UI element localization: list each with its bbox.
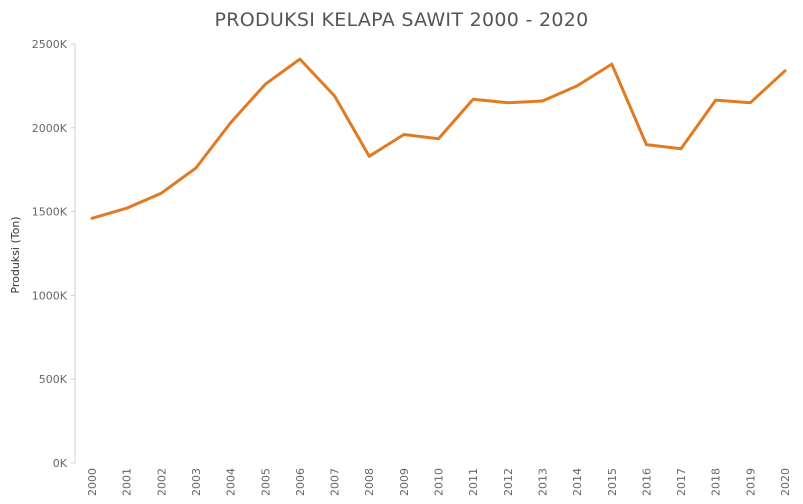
data-point[interactable]	[225, 117, 237, 129]
data-point[interactable]	[329, 90, 341, 102]
x-tick-label: 2018	[710, 468, 723, 496]
data-point[interactable]	[398, 129, 410, 141]
y-tick-label: 1500K	[32, 206, 68, 219]
x-tick-label: 2020	[779, 468, 792, 496]
x-tick-label: 2012	[502, 468, 515, 496]
data-point[interactable]	[155, 187, 167, 199]
y-tick-label: 2000K	[32, 122, 68, 135]
data-point[interactable]	[640, 139, 652, 151]
y-axis-title: Produksi (Ton)	[9, 216, 22, 293]
x-tick-label: 2005	[259, 468, 272, 496]
x-tick-label: 2010	[433, 468, 446, 496]
chart-title: PRODUKSI KELAPA SAWIT 2000 - 2020	[214, 9, 589, 31]
data-point[interactable]	[779, 65, 791, 77]
data-point[interactable]	[606, 58, 618, 70]
x-tick-label: 2013	[536, 468, 549, 496]
x-tick-label: 2007	[329, 468, 342, 496]
x-axis: 2000 2001 2002 2003 2004 2005 2006 2007 2008 2009…	[86, 468, 792, 496]
data-point[interactable]	[121, 202, 133, 214]
x-tick-label: 2011	[467, 468, 480, 496]
data-point[interactable]	[536, 95, 548, 107]
data-point[interactable]	[86, 212, 98, 224]
series-line	[90, 57, 787, 220]
x-tick-label: 2006	[294, 468, 307, 496]
x-tick-label: 2014	[571, 468, 584, 496]
x-tick-label: 2002	[155, 468, 168, 496]
x-tick-label: 2017	[675, 468, 688, 496]
y-tick-label: 1000K	[32, 289, 68, 302]
data-point[interactable]	[571, 80, 583, 92]
data-point[interactable]	[744, 97, 756, 109]
series-group	[86, 53, 791, 224]
data-point[interactable]	[363, 150, 375, 162]
x-tick-label: 2003	[190, 468, 203, 496]
x-tick-label: 2001	[121, 468, 134, 496]
x-tick-label: 2016	[640, 468, 653, 496]
x-tick-label: 2004	[225, 468, 238, 496]
data-point[interactable]	[190, 162, 202, 174]
data-point[interactable]	[294, 53, 306, 65]
data-point[interactable]	[467, 93, 479, 105]
x-tick-label: 2008	[363, 468, 376, 496]
data-point[interactable]	[502, 97, 514, 109]
y-tick-label: 500K	[39, 373, 68, 386]
data-point[interactable]	[675, 143, 687, 155]
x-tick-label: 2019	[744, 468, 757, 496]
y-axis: 0K 500K 1000K 1500K 2000K 2500K	[32, 38, 76, 470]
x-tick-label: 2015	[606, 468, 619, 496]
y-tick-label: 0K	[53, 457, 68, 470]
data-point[interactable]	[710, 94, 722, 106]
data-point[interactable]	[259, 78, 271, 90]
y-tick-label: 2500K	[32, 38, 68, 51]
data-point[interactable]	[433, 133, 445, 145]
x-tick-label: 2009	[398, 468, 411, 496]
x-tick-label: 2000	[86, 468, 99, 496]
